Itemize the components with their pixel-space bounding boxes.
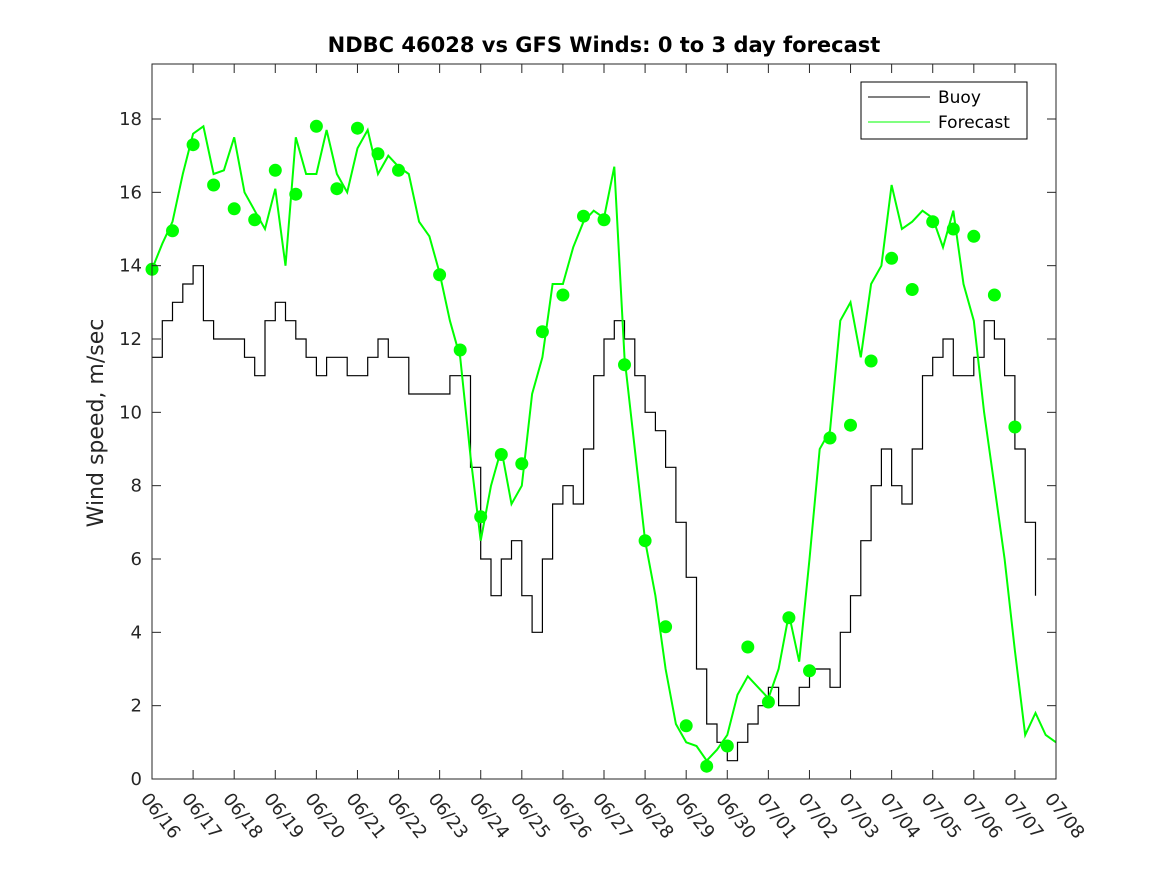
forecast-marker [905,283,919,296]
forecast-marker [659,620,673,634]
forecast-marker [967,229,981,243]
forecast-marker [926,215,940,229]
forecast-marker [186,138,200,152]
legend-label-forecast: Forecast [938,113,1010,133]
chart-title: NDBC 46028 vs GFS Winds: 0 to 3 day fore… [328,33,881,57]
y-axis-label: Wind speed, m/sec [84,319,109,528]
legend: Buoy Forecast [860,81,1028,140]
forecast-marker [474,510,488,524]
forecast-marker [987,288,1001,302]
legend-box [860,81,1028,140]
forecast-marker [638,534,652,548]
forecast-marker [720,739,734,753]
forecast-marker [166,224,179,238]
forecast-marker [556,288,570,302]
y-tick-label: 8 [131,476,142,497]
forecast-marker [535,325,549,339]
forecast-marker [371,147,385,161]
forecast-marker [494,448,508,461]
forecast-marker [248,213,262,227]
forecast-marker [330,182,344,196]
forecast-marker [433,268,447,282]
forecast-marker [289,187,303,201]
forecast-marker [803,664,816,678]
y-tick-label: 18 [119,109,142,130]
y-tick-label: 10 [119,402,142,423]
forecast-marker [679,719,693,733]
forecast-marker [844,418,857,432]
y-tick-label: 6 [131,549,142,570]
forecast-marker [309,119,323,133]
y-tick-label: 4 [131,622,142,643]
y-tick-label: 12 [119,329,142,350]
forecast-marker [207,178,221,192]
forecast-marker [268,163,282,177]
y-tick-label: 0 [131,769,142,790]
forecast-marker [700,759,714,773]
forecast-marker [864,354,878,368]
forecast-marker [782,611,796,625]
forecast-marker [761,695,775,709]
legend-label-buoy: Buoy [938,88,981,108]
forecast-marker [597,213,611,227]
y-tick-label: 14 [119,256,142,277]
forecast-marker [351,121,364,135]
series-line-buoy [152,265,1037,762]
forecast-marker [515,457,529,471]
forecast-marker [946,222,960,236]
forecast-marker [577,209,590,223]
forecast-marker [741,640,755,654]
y-tick-label: 2 [131,696,142,717]
forecast-marker [392,163,405,177]
forecast-marker [823,431,837,445]
forecast-marker [227,202,241,216]
plot-area [145,119,1056,773]
forecast-marker [618,358,631,372]
forecast-marker [1008,420,1022,434]
y-tick-label: 16 [119,182,142,203]
forecast-marker [453,343,467,357]
forecast-marker [885,251,899,265]
